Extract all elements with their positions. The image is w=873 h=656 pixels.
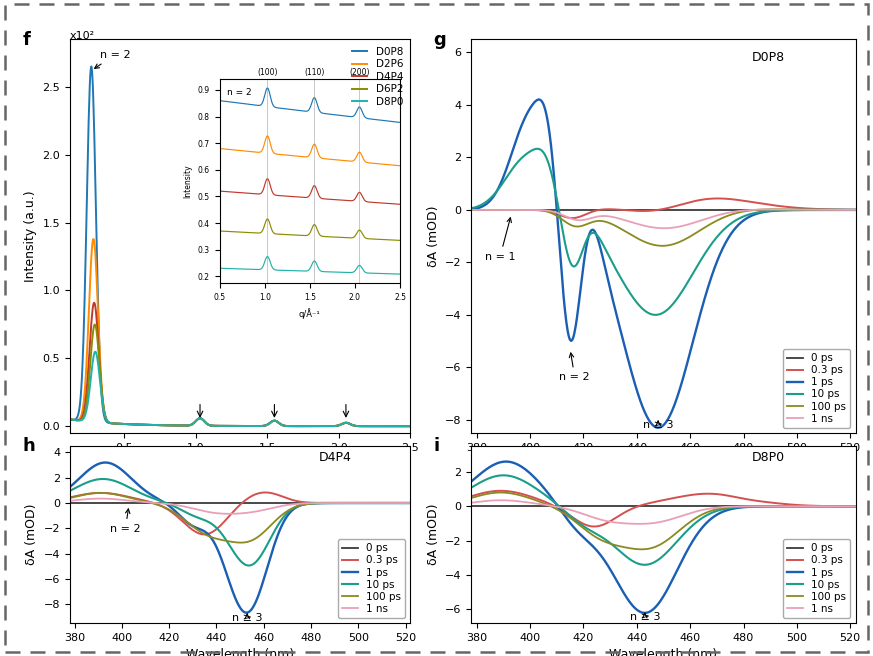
Y-axis label: Intensity (a.u.): Intensity (a.u.) xyxy=(24,190,37,282)
D2P6 xyxy=(405,422,416,430)
D0P8 xyxy=(153,421,163,429)
D8P0 xyxy=(219,422,230,430)
Text: n ≥ 3: n ≥ 3 xyxy=(232,613,263,623)
Legend: D0P8, D2P6, D4P4, D6P2, D8P0: D0P8, D2P6, D4P4, D6P2, D8P0 xyxy=(349,45,405,109)
D2P6 xyxy=(126,420,136,428)
D2P6 xyxy=(292,422,303,430)
Text: n = 1: n = 1 xyxy=(485,218,515,262)
D2P6 xyxy=(265,418,276,426)
Text: i: i xyxy=(433,437,439,455)
D4P4 xyxy=(219,422,230,430)
D6P2 xyxy=(321,422,332,430)
D8P0 xyxy=(126,420,136,428)
D6P2 xyxy=(126,420,136,428)
D6P2 xyxy=(405,422,416,430)
Text: g: g xyxy=(433,31,446,49)
Line: D4P4: D4P4 xyxy=(70,302,410,426)
D4P4 xyxy=(126,420,136,428)
D2P6 xyxy=(219,422,230,430)
D0P8 xyxy=(126,420,136,428)
Line: D8P0: D8P0 xyxy=(70,352,410,426)
D2P6 xyxy=(153,421,163,429)
D2P6 xyxy=(321,422,332,430)
D8P0 xyxy=(153,421,163,429)
Y-axis label: δA (mOD): δA (mOD) xyxy=(427,504,440,565)
Text: D8P0: D8P0 xyxy=(752,451,785,464)
D0P8 xyxy=(292,422,303,430)
X-axis label: q (Å⁻¹): q (Å⁻¹) xyxy=(219,459,261,473)
Text: f: f xyxy=(22,31,30,49)
D8P0 xyxy=(405,422,416,430)
D4P4 xyxy=(321,422,332,430)
D8P0 xyxy=(90,348,100,356)
D6P2 xyxy=(265,418,276,426)
Y-axis label: δA (mOD): δA (mOD) xyxy=(427,205,440,267)
X-axis label: Wavelength (nm): Wavelength (nm) xyxy=(186,649,294,656)
D0P8 xyxy=(219,422,230,430)
Text: n ≥ 3: n ≥ 3 xyxy=(643,420,673,430)
Line: D0P8: D0P8 xyxy=(70,66,410,426)
D0P8 xyxy=(265,418,276,426)
Line: D6P2: D6P2 xyxy=(70,325,410,426)
Text: D0P8: D0P8 xyxy=(752,51,785,64)
X-axis label: Wavelength (nm): Wavelength (nm) xyxy=(609,459,718,471)
D8P0 xyxy=(292,422,303,430)
D4P4 xyxy=(265,418,276,426)
D6P2 xyxy=(292,422,303,430)
D4P4 xyxy=(405,422,416,430)
D2P6 xyxy=(65,415,75,423)
Line: D2P6: D2P6 xyxy=(70,239,410,426)
D6P2 xyxy=(90,321,100,329)
D8P0 xyxy=(65,415,75,423)
D4P4 xyxy=(292,422,303,430)
D4P4 xyxy=(65,415,75,423)
Legend: 0 ps, 0.3 ps, 1 ps, 10 ps, 100 ps, 1 ns: 0 ps, 0.3 ps, 1 ps, 10 ps, 100 ps, 1 ns xyxy=(783,539,850,618)
Legend: 0 ps, 0.3 ps, 1 ps, 10 ps, 100 ps, 1 ns: 0 ps, 0.3 ps, 1 ps, 10 ps, 100 ps, 1 ns xyxy=(338,539,405,618)
D0P8 xyxy=(405,422,416,430)
D0P8 xyxy=(65,415,75,423)
D2P6 xyxy=(88,236,99,243)
D0P8 xyxy=(86,62,97,70)
Text: D4P4: D4P4 xyxy=(319,451,351,464)
D0P8 xyxy=(321,422,332,430)
Text: n = 2: n = 2 xyxy=(560,353,590,382)
Y-axis label: δA (mOD): δA (mOD) xyxy=(25,504,38,565)
D6P2 xyxy=(65,415,75,423)
X-axis label: Wavelength (nm): Wavelength (nm) xyxy=(609,649,718,656)
Text: n = 2: n = 2 xyxy=(94,50,130,68)
D4P4 xyxy=(89,298,100,306)
Text: n ≥ 3: n ≥ 3 xyxy=(629,612,660,622)
D6P2 xyxy=(219,422,230,430)
D4P4 xyxy=(153,421,163,429)
D8P0 xyxy=(321,422,332,430)
Text: x10²: x10² xyxy=(70,31,95,41)
D6P2 xyxy=(153,421,163,429)
D8P0 xyxy=(265,418,276,426)
Text: h: h xyxy=(22,437,35,455)
Text: n = 2: n = 2 xyxy=(110,509,141,534)
Legend: 0 ps, 0.3 ps, 1 ps, 10 ps, 100 ps, 1 ns: 0 ps, 0.3 ps, 1 ps, 10 ps, 100 ps, 1 ns xyxy=(783,349,850,428)
